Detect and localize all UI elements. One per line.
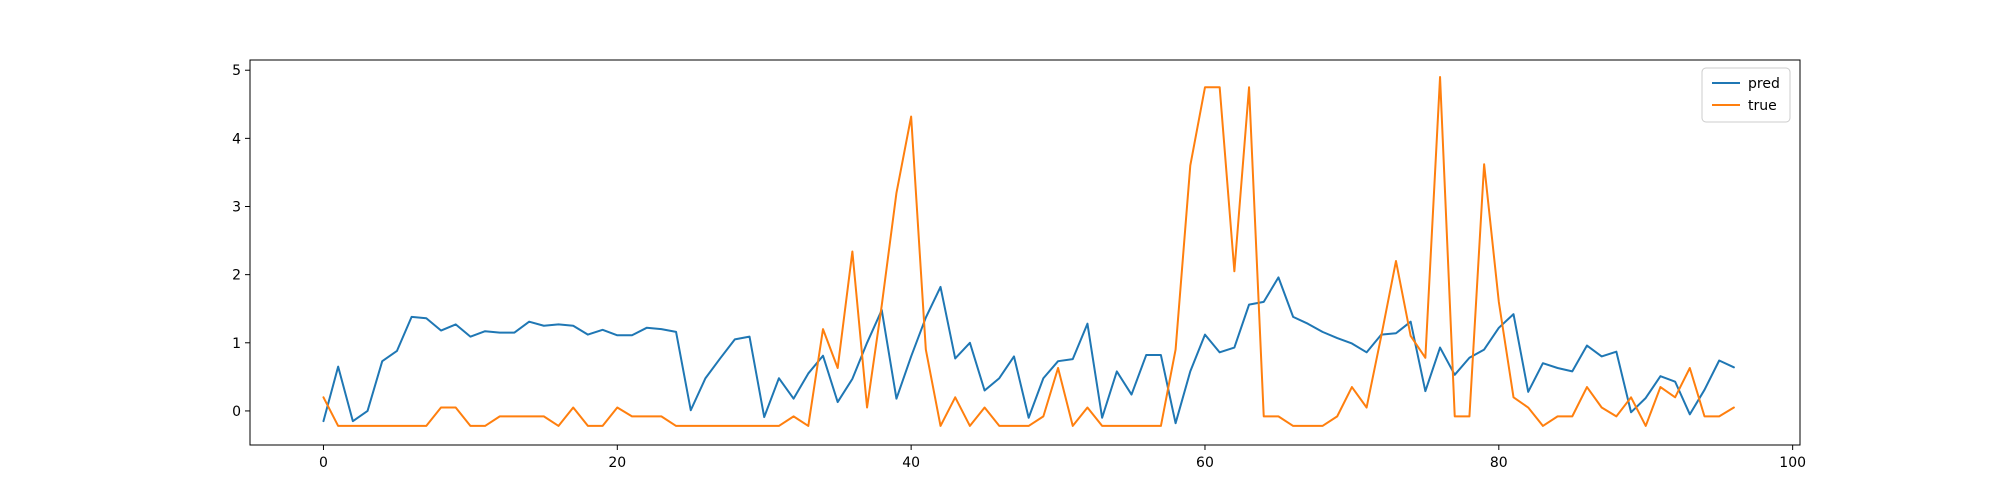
x-tick-label: 100: [1779, 455, 1806, 471]
y-tick-label: 1: [232, 336, 241, 352]
y-tick-label: 2: [232, 268, 241, 284]
x-tick-label: 60: [1196, 455, 1214, 471]
x-tick-label: 20: [608, 455, 626, 471]
plot-frame: [249, 59, 1801, 446]
x-axis: 0 20 40 60 80 100: [319, 445, 1806, 471]
series-line-true: [322, 76, 1735, 427]
plot-area: [250, 60, 1800, 445]
y-tick-label: 5: [232, 63, 241, 79]
series-line-pred: [322, 276, 1735, 425]
series-layer: [322, 76, 1735, 427]
legend-label-pred: pred: [1748, 76, 1780, 92]
y-tick-label: 3: [232, 200, 241, 216]
y-tick-label: 4: [232, 131, 241, 147]
legend-box: [1701, 67, 1791, 123]
x-tick-label: 40: [902, 455, 920, 471]
y-tick-label: 0: [232, 404, 241, 420]
legend-label-true: true: [1748, 98, 1777, 114]
x-tick-label: 0: [319, 455, 328, 471]
x-tick-label: 80: [1490, 455, 1508, 471]
legend: pred true: [1701, 67, 1791, 123]
y-axis: 0 1 2 3 4 5: [232, 63, 250, 420]
